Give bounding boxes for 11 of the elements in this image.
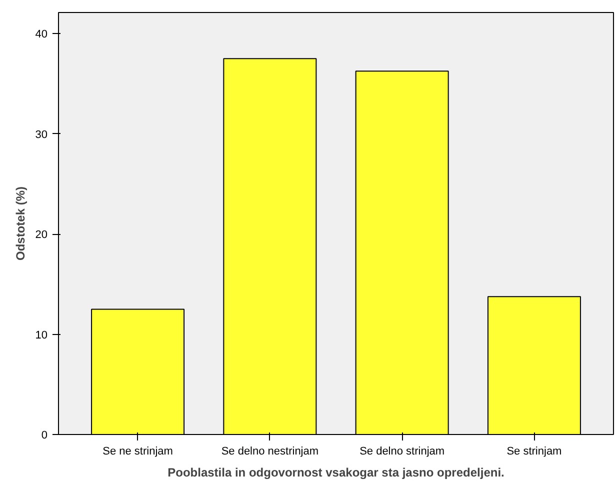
y-tick-label: 40 — [35, 28, 48, 41]
y-axis-title: Odstotek (%) — [13, 186, 28, 260]
y-tick-label: 20 — [35, 229, 48, 242]
y-tick-label: 0 — [41, 430, 48, 442]
x-axis-title: Pooblastila in odgovornost vsakogar sta jasno opredeljeni. — [168, 466, 504, 480]
y-tick-label: 10 — [35, 329, 48, 342]
x-tick-label: Se ne strinjam — [102, 446, 173, 458]
x-tick-label: Se delno nestrinjam — [221, 446, 319, 458]
x-tick-label: Se strinjam — [506, 446, 562, 458]
y-tick-label: 30 — [35, 128, 48, 141]
x-tick-label: Se delno strinjam — [360, 446, 445, 458]
